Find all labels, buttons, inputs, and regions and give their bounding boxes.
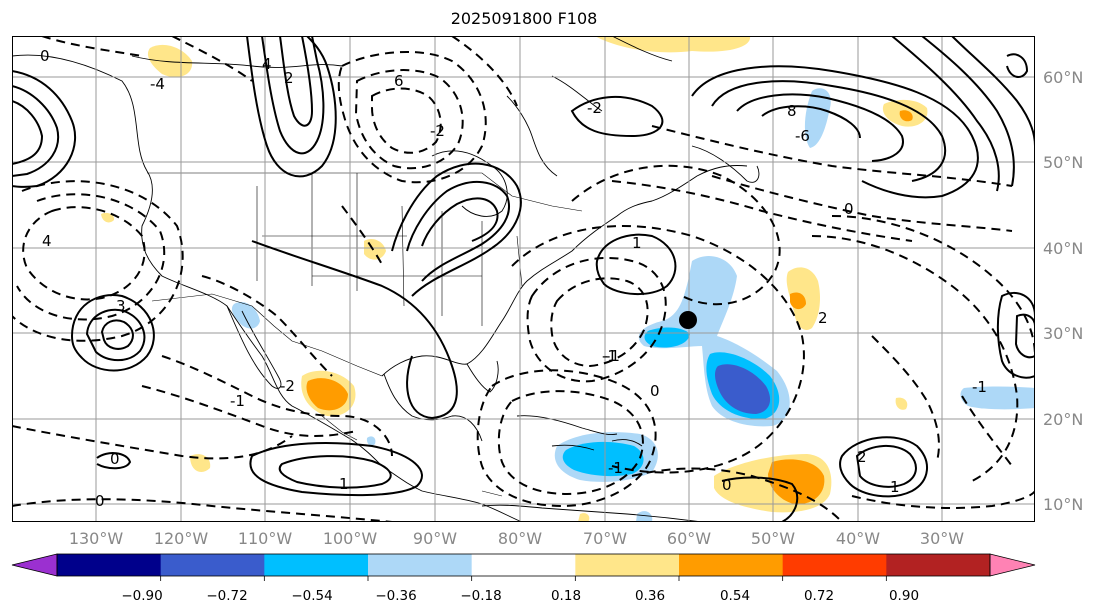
contour-label: -1 [608, 459, 623, 477]
contour-label: 0 [722, 476, 732, 494]
contour-label: 4 [262, 55, 272, 73]
colorbar-segment [368, 554, 473, 576]
contour-label: 1 [339, 475, 349, 493]
colorbar-tick: −0.54 [291, 588, 333, 604]
contour-label: -2 [430, 122, 445, 140]
chart-title: 2025091800 F108 [450, 9, 598, 28]
colorbar-extend-low [12, 554, 57, 576]
contour-label: 1 [890, 478, 900, 496]
lon-label: 120°W [153, 529, 209, 548]
colorbar-tick: −0.72 [206, 588, 248, 604]
colorbar-segment [782, 554, 887, 576]
contour-label: 2 [284, 69, 294, 87]
storm-position-dot [679, 311, 697, 329]
lon-label: 80°W [497, 529, 543, 548]
lat-label: 20°N [1043, 410, 1084, 429]
lon-label: 40°W [835, 529, 881, 548]
colorbar-tick: 0.18 [550, 588, 582, 604]
lat-label: 60°N [1043, 68, 1084, 87]
lat-label: 30°N [1043, 324, 1084, 343]
contour-label: -2 [280, 377, 295, 395]
lat-label: 10°N [1043, 495, 1084, 514]
colorbar-tick: 0.36 [634, 588, 666, 604]
positive-contours [12, 36, 1035, 522]
lat-label: 50°N [1043, 153, 1084, 172]
colorbar-tick: −0.36 [375, 588, 417, 604]
contour-label: -2 [587, 99, 602, 117]
contour-label: 0 [844, 200, 854, 218]
contour-label: -4 [150, 75, 165, 93]
lon-label: 50°W [750, 529, 796, 548]
lon-label: 100°W [322, 529, 378, 548]
colorbar-segment [471, 554, 576, 576]
contour-label: -1 [602, 347, 617, 365]
colorbar [11, 553, 1036, 581]
contour-label: -1 [230, 392, 245, 410]
colorbar-segment [160, 554, 265, 576]
contour-label: 6 [394, 72, 404, 90]
contour-labels: 0 2 4 6 -2 -4 -6 1 -1 2 8 -2 0 -1 1 0 -1… [40, 47, 987, 510]
colorbar-tick: 0.72 [803, 588, 835, 604]
contour-label: 1 [632, 234, 642, 252]
colorbar-tick: 0.54 [719, 588, 751, 604]
contour-label: 2 [818, 309, 828, 327]
contour-label: 3 [116, 297, 126, 315]
lon-label: 30°W [919, 529, 965, 548]
lon-label: 70°W [582, 529, 628, 548]
colorbar-extend-high [990, 554, 1035, 576]
map-panel: 0 2 4 6 -2 -4 -6 1 -1 2 8 -2 0 -1 1 0 -1… [12, 36, 1035, 522]
contour-label: -1 [972, 378, 987, 396]
contour-label: 2 [857, 448, 867, 466]
contour-label: 8 [787, 102, 797, 120]
lat-label: 40°N [1043, 239, 1084, 258]
contour-label: 0 [110, 450, 120, 468]
contour-label: 0 [40, 47, 50, 65]
colorbar-tick: 0.90 [888, 588, 920, 604]
lon-label: 130°W [68, 529, 124, 548]
lon-label: 110°W [237, 529, 293, 548]
contour-label: -6 [795, 127, 810, 145]
contour-label: -1 [605, 347, 620, 365]
contour-label: 4 [42, 232, 52, 250]
colorbar-tick: −0.18 [460, 588, 502, 604]
contour-label: 0 [650, 382, 660, 400]
contour-label: 0 [95, 492, 105, 510]
negative-contours [12, 36, 1035, 522]
lon-label: 90°W [412, 529, 458, 548]
colorbar-segment [264, 554, 369, 576]
map-canvas: 0 2 4 6 -2 -4 -6 1 -1 2 8 -2 0 -1 1 0 -1… [12, 36, 1035, 522]
colorbar-segment [575, 554, 680, 576]
colorbar-tick: −0.90 [121, 588, 163, 604]
colorbar-segment [57, 554, 162, 576]
lon-label: 60°W [666, 529, 712, 548]
colorbar-segment [886, 554, 991, 576]
colorbar-segment [679, 554, 784, 576]
